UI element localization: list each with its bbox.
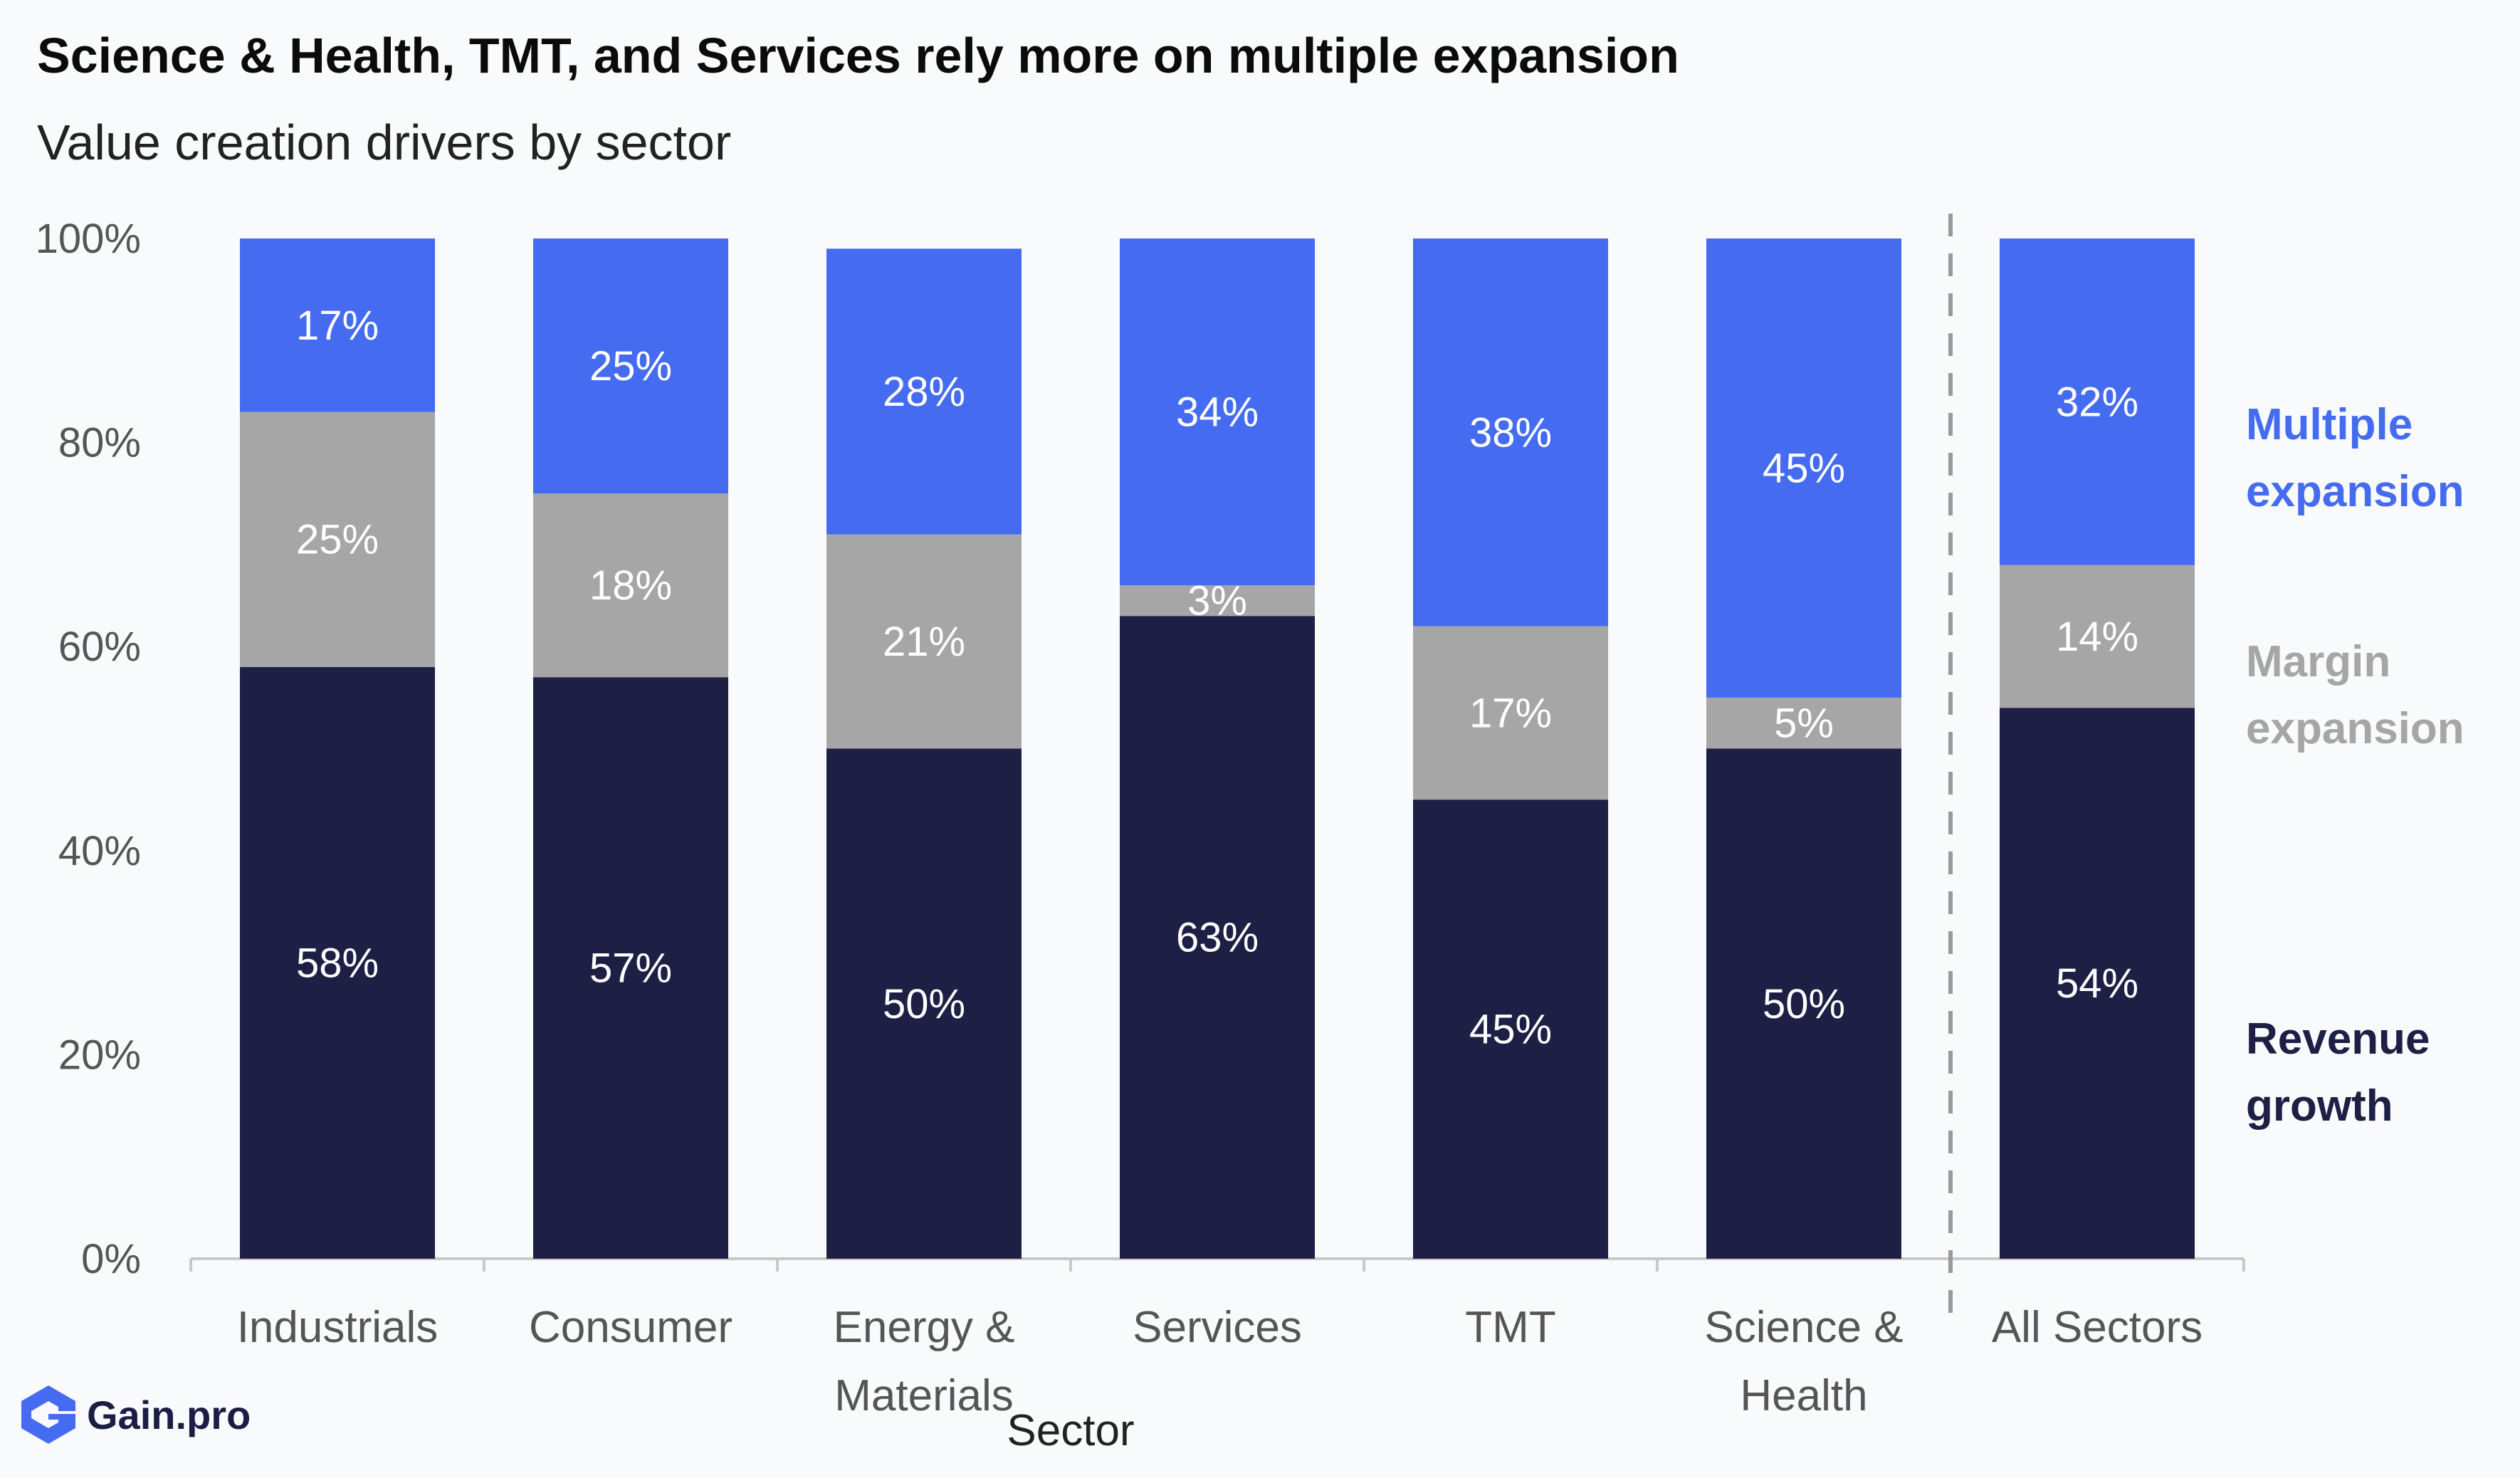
bar-segment xyxy=(533,493,728,678)
y-tick-label: 40% xyxy=(58,828,141,874)
chart-subtitle: Value creation drivers by sector xyxy=(37,115,732,170)
bar-segment xyxy=(1706,239,1901,698)
legend-label: Multiple xyxy=(2246,400,2413,449)
bar-segment xyxy=(826,248,1022,535)
gain-pro-logo-icon xyxy=(21,1385,75,1444)
bar-segment xyxy=(826,748,1022,1259)
bar-segment xyxy=(240,239,435,412)
bar-segment xyxy=(533,677,728,1259)
data-label: 18% xyxy=(589,562,672,609)
x-tick-label: TMT xyxy=(1465,1303,1555,1352)
legend-label: expansion xyxy=(2246,467,2464,516)
x-axis-title: Sector xyxy=(1007,1406,1134,1455)
bar-segment xyxy=(1120,585,1315,617)
plot-area: 0% 20% 40% 60% 80% 100% 58% 25% 17% Industrials 57… xyxy=(36,214,2464,1455)
x-tick-label: Industrials xyxy=(237,1303,439,1352)
chart-title: Science & Health, TMT, and Services rely… xyxy=(37,28,1679,83)
legend-label: growth xyxy=(2246,1081,2393,1131)
data-label: 5% xyxy=(1774,701,1834,747)
brand-logo: Gain.pro xyxy=(19,1383,251,1447)
bar-segment xyxy=(1413,626,1608,800)
data-label: 28% xyxy=(883,369,965,415)
bar-segment xyxy=(1120,616,1315,1259)
x-tick-label: Energy & xyxy=(833,1303,1014,1352)
bar-segment xyxy=(533,239,728,494)
data-label: 17% xyxy=(1469,690,1552,736)
y-tick-label: 20% xyxy=(58,1032,141,1078)
data-label: 25% xyxy=(296,517,379,563)
y-tick-label: 60% xyxy=(58,624,141,670)
bar-segment xyxy=(1120,239,1315,586)
bar-segment xyxy=(240,666,435,1259)
bar-segment xyxy=(240,412,435,667)
data-label: 21% xyxy=(883,619,965,665)
legend-label: Revenue xyxy=(2246,1015,2430,1064)
bar-segment xyxy=(826,534,1022,749)
data-label: 3% xyxy=(1187,578,1247,624)
y-tick-label: 80% xyxy=(58,420,141,466)
legend-label: expansion xyxy=(2246,704,2464,753)
bar-segment xyxy=(2000,239,2195,565)
data-label: 63% xyxy=(1176,915,1259,961)
data-label: 25% xyxy=(589,343,672,389)
data-label: 14% xyxy=(2056,614,2138,660)
data-label: 57% xyxy=(589,945,672,992)
bar-segment xyxy=(2000,708,2195,1259)
x-tick-label: Materials xyxy=(834,1371,1014,1420)
data-label: 50% xyxy=(883,981,965,1027)
x-tick-label: All Sectors xyxy=(1992,1303,2203,1352)
y-tick-label: 0% xyxy=(81,1236,141,1282)
data-label: 45% xyxy=(1469,1007,1552,1053)
x-tick-label: Consumer xyxy=(529,1303,733,1352)
data-label: 32% xyxy=(2056,379,2138,425)
data-label: 50% xyxy=(1763,981,1845,1027)
data-label: 17% xyxy=(296,303,379,349)
x-tick-label: Health xyxy=(1740,1371,1867,1420)
bar-segment xyxy=(2000,565,2195,708)
bar-segment xyxy=(1706,697,1901,749)
bar-segment xyxy=(1413,239,1608,627)
data-label: 58% xyxy=(296,940,379,986)
data-label: 45% xyxy=(1763,445,1845,491)
data-label: 38% xyxy=(1469,409,1552,456)
data-label: 34% xyxy=(1176,389,1259,436)
legend-label: Margin xyxy=(2246,637,2390,686)
bar-segment xyxy=(1706,748,1901,1259)
y-tick-label: 100% xyxy=(36,216,141,262)
data-label: 54% xyxy=(2056,960,2138,1007)
brand-name: Gain.pro xyxy=(87,1392,251,1437)
x-tick-label: Services xyxy=(1133,1303,1302,1352)
x-tick-label: Science & xyxy=(1704,1303,1903,1352)
bar-segment xyxy=(1413,800,1608,1259)
